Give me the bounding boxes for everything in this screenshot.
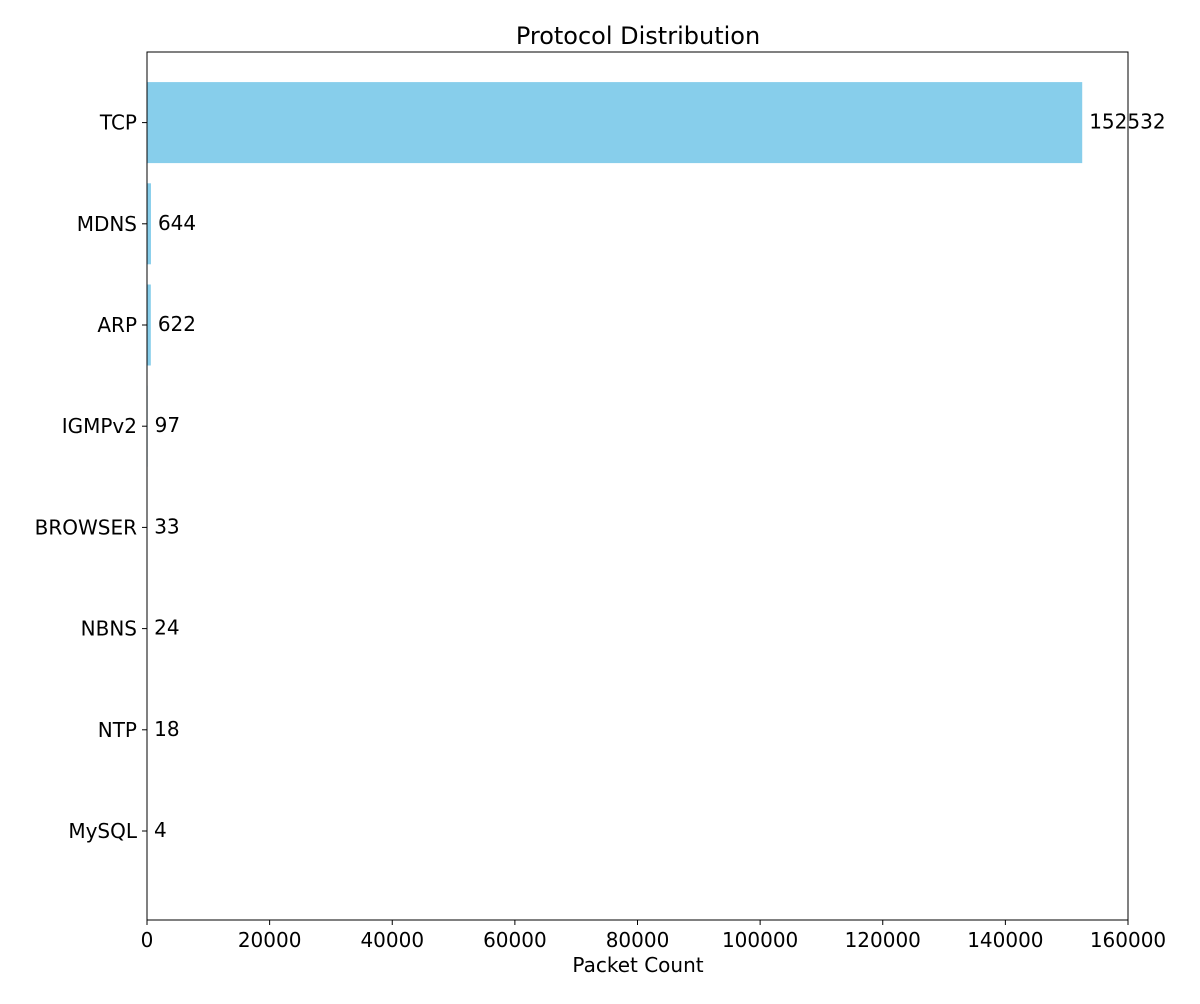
data-label-mysql: 4 [154,818,167,842]
plot-frame [147,52,1128,920]
x-tick-label-8: 160000 [1090,928,1166,952]
y-tick-label-arp: ARP [97,313,137,337]
x-tick-label-7: 140000 [967,928,1043,952]
x-tick-label-3: 60000 [483,928,547,952]
x-tick-label-1: 20000 [238,928,302,952]
data-label-arp: 622 [158,312,196,336]
x-tick-label-5: 100000 [722,928,798,952]
x-axis-label: Packet Count [572,953,703,977]
data-label-mdns: 644 [158,211,196,235]
data-label-browser: 33 [154,514,179,538]
y-tick-label-ntp: NTP [98,718,137,742]
x-tick-label-4: 80000 [606,928,670,952]
y-tick-label-browser: BROWSER [35,515,137,539]
plot-area: TCP 152532 MDNS 644 ARP 622 IGMPv2 97 BROWSER 33 N… [35,52,1167,952]
y-tick-label-igmpv2: IGMPv2 [62,414,137,438]
bar-tcp [147,82,1082,163]
bar-mdns [147,183,151,264]
data-label-tcp: 152532 [1089,110,1165,134]
y-tick-label-mysql: MySQL [68,819,138,843]
x-tick-label-0: 0 [141,928,154,952]
data-label-nbns: 24 [154,616,179,640]
data-label-igmpv2: 97 [155,413,180,437]
y-tick-label-mdns: MDNS [77,212,137,236]
x-tick-label-6: 120000 [845,928,921,952]
chart-title: Protocol Distribution [516,22,760,50]
bar-arp [147,285,151,366]
data-label-ntp: 18 [154,717,179,741]
y-tick-label-tcp: TCP [99,111,137,135]
x-tick-label-2: 40000 [360,928,424,952]
y-tick-label-nbns: NBNS [81,617,137,641]
